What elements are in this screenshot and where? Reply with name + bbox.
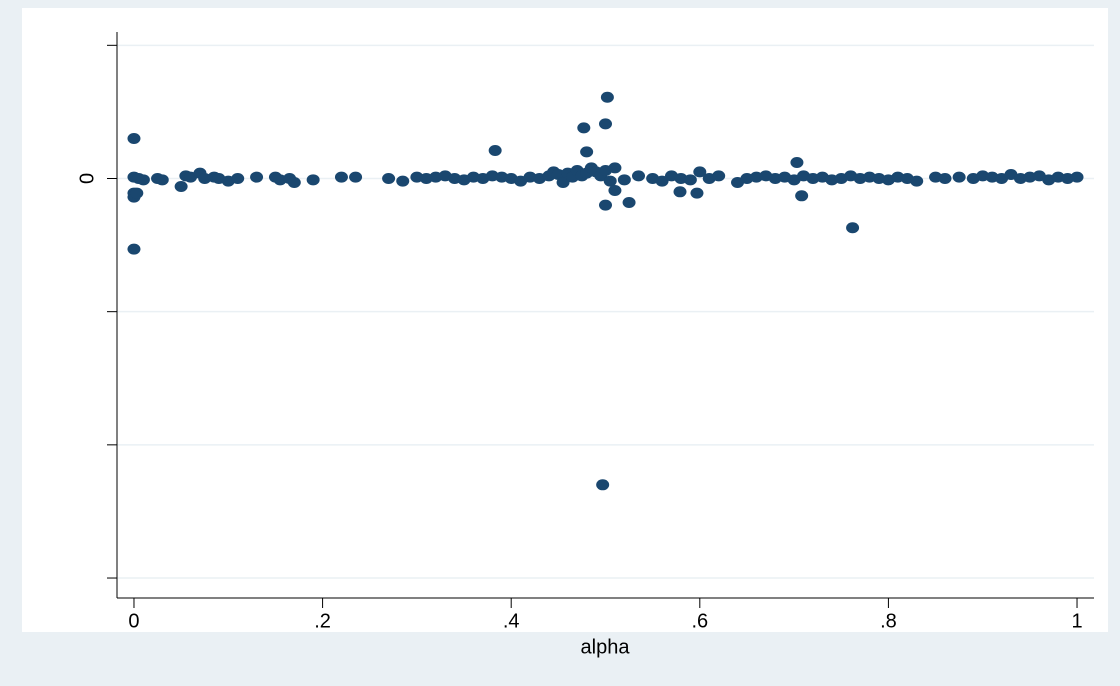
point (155, 174, 169, 186)
point (127, 133, 141, 145)
point (655, 175, 669, 187)
point (846, 222, 860, 234)
x-tick-label: 1 (1071, 610, 1082, 632)
point (306, 174, 320, 186)
point (136, 174, 150, 186)
x-tick-label: .8 (880, 610, 897, 632)
point (349, 171, 363, 183)
point (790, 157, 804, 169)
point (938, 172, 952, 184)
point (622, 196, 636, 208)
point (488, 145, 502, 157)
point (577, 122, 591, 134)
point (712, 170, 726, 182)
x-tick-label: .6 (691, 610, 708, 632)
point (693, 166, 707, 178)
point (599, 118, 612, 130)
x-tick-label: .4 (503, 610, 520, 632)
x-tick-label: .2 (314, 610, 331, 632)
point (632, 170, 646, 182)
point (127, 243, 141, 255)
point (1070, 171, 1084, 183)
point (130, 187, 144, 199)
point (910, 175, 924, 187)
point (603, 175, 617, 187)
point (690, 187, 704, 199)
point (608, 162, 622, 174)
point (556, 176, 570, 188)
point (231, 172, 245, 184)
point (396, 175, 410, 187)
point (250, 171, 264, 183)
point (596, 479, 610, 491)
point (599, 199, 612, 211)
point (334, 171, 348, 183)
point (174, 180, 188, 192)
point (952, 171, 966, 183)
point (287, 176, 301, 188)
y-tick-label: 0 (76, 173, 98, 184)
x-axis-title: alpha (581, 636, 631, 658)
point (600, 91, 614, 103)
point (795, 190, 809, 202)
point (673, 186, 687, 198)
x-tick-label: 0 (128, 610, 139, 632)
point (608, 184, 622, 196)
point (580, 146, 594, 158)
point (617, 174, 631, 186)
point (382, 172, 396, 184)
plot-background (22, 8, 1108, 632)
point (683, 174, 697, 186)
